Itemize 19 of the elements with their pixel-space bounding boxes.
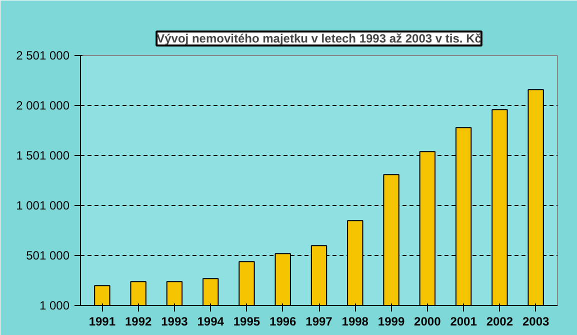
x-tick-label: 1999 <box>378 314 405 328</box>
x-tick-label: 1997 <box>306 314 333 328</box>
x-tick-label: 2003 <box>522 314 550 328</box>
y-tick-label: 1 001 000 <box>16 198 70 212</box>
x-tick-label: 1998 <box>342 314 369 328</box>
y-tick-label: 1 501 000 <box>16 148 70 162</box>
x-tick-label: 1993 <box>161 314 188 328</box>
y-tick-label: 2 501 000 <box>16 48 70 62</box>
x-tick-label: 2001 <box>450 314 478 328</box>
y-tick-label: 2 001 000 <box>16 98 70 112</box>
x-tick-label: 1996 <box>270 314 297 328</box>
x-tick-label: 2002 <box>486 314 514 328</box>
x-tick-label: 1995 <box>233 314 260 328</box>
x-tick-label: 1994 <box>197 314 224 328</box>
x-tick-label: 1991 <box>88 314 116 328</box>
y-tick-label: 1 000 <box>39 298 70 312</box>
y-tick-label: 501 000 <box>26 248 70 262</box>
x-tick-label: 1992 <box>124 314 152 328</box>
x-tick-label: 2000 <box>414 314 442 328</box>
